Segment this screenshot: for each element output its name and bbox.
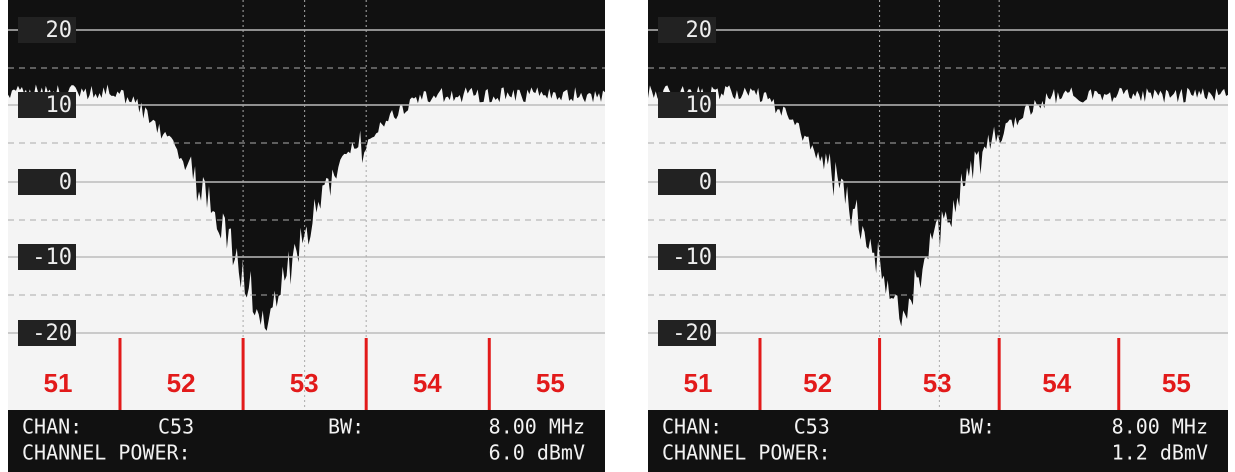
y-label: 20 [46, 18, 73, 43]
y-label: 10 [686, 93, 713, 118]
bw-label: BW: [959, 415, 995, 439]
power-label: CHANNEL POWER: [22, 441, 191, 465]
analyzer-screen: 20 10 0 -10 -20 51 52 53 54 55 CHAN: C53 BW: 8.00 MHz… [648, 0, 1228, 472]
y-label: -10 [32, 245, 72, 270]
y-label: -20 [672, 321, 712, 346]
screenshots: 20 10 0 -10 -20 51 52 53 54 55 CHAN: C53 BW: 8.00 MHz… [0, 0, 1235, 472]
bw-label: BW: [328, 415, 364, 439]
channel-number: 51 [44, 368, 73, 398]
channel-number: 52 [167, 368, 196, 398]
chan-value: C53 [794, 415, 830, 439]
channel-number: 52 [803, 368, 832, 398]
y-label: 20 [686, 18, 713, 43]
channel-number: 55 [536, 368, 565, 398]
y-label: 0 [699, 170, 712, 195]
y-label: 10 [46, 93, 73, 118]
top-band [648, 0, 1228, 70]
channel-number: 55 [1162, 368, 1191, 398]
power-label: CHANNEL POWER: [662, 441, 831, 465]
analyzer-screen: 20 10 0 -10 -20 51 52 53 54 55 CHAN: C53 BW: 8.00 MHz… [8, 0, 605, 472]
chan-label: CHAN: [662, 415, 722, 439]
y-label: -20 [32, 321, 72, 346]
channel-number: 54 [413, 368, 442, 398]
channel-number: 54 [1042, 368, 1071, 398]
chan-value: C53 [158, 415, 194, 439]
power-value: 6.0 dBmV [489, 441, 585, 465]
y-label: 0 [59, 170, 72, 195]
y-label: -10 [672, 245, 712, 270]
bw-value: 8.00 MHz [489, 415, 585, 439]
power-value: 1.2 dBmV [1112, 441, 1208, 465]
top-band [8, 0, 605, 70]
channel-number: 53 [290, 368, 319, 398]
channel-number: 51 [684, 368, 713, 398]
channel-number: 53 [923, 368, 952, 398]
chan-label: CHAN: [22, 415, 82, 439]
bw-value: 8.00 MHz [1112, 415, 1208, 439]
